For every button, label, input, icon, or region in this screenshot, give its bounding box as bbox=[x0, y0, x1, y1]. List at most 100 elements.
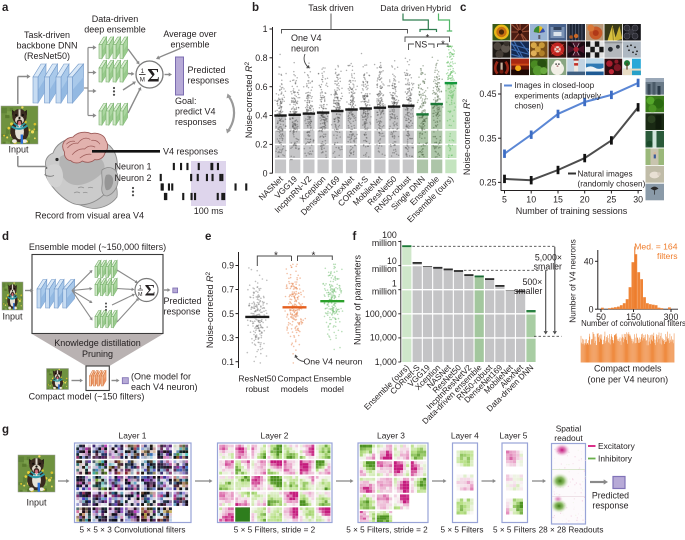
svg-text:deep ensemble: deep ensemble bbox=[84, 25, 146, 35]
svg-text:M: M bbox=[138, 292, 143, 298]
svg-text:Ensemble model (~150,000 filte: Ensemble model (~150,000 filters) bbox=[29, 242, 166, 252]
svg-text:c: c bbox=[460, 2, 467, 14]
svg-text:smaller: smaller bbox=[534, 262, 562, 272]
svg-text:model: model bbox=[321, 384, 344, 394]
svg-text:(one per V4 neuron): (one per V4 neuron) bbox=[588, 375, 669, 385]
svg-text:filters: filters bbox=[657, 251, 678, 261]
svg-text:30: 30 bbox=[633, 195, 643, 205]
svg-text:0.9: 0.9 bbox=[222, 261, 234, 271]
svg-text:million: million bbox=[372, 238, 397, 248]
svg-text:Neuron 2: Neuron 2 bbox=[114, 173, 151, 183]
svg-text:*: * bbox=[441, 39, 445, 50]
svg-text:(ResNet50): (ResNet50) bbox=[24, 51, 70, 61]
svg-text:0.5: 0.5 bbox=[222, 309, 234, 319]
svg-text:Neuron 1: Neuron 1 bbox=[114, 162, 151, 172]
svg-text:Data-driven: Data-driven bbox=[92, 14, 139, 24]
svg-text:(One model for: (One model for bbox=[131, 372, 191, 382]
svg-text:Predicted: Predicted bbox=[188, 65, 226, 75]
svg-text:Number of V4 neurons: Number of V4 neurons bbox=[568, 239, 578, 322]
svg-text:0.1: 0.1 bbox=[222, 357, 234, 367]
svg-text:V4 responses: V4 responses bbox=[163, 147, 219, 157]
svg-text:100 ms: 100 ms bbox=[194, 206, 224, 216]
svg-text:Knowledge distillation: Knowledge distillation bbox=[54, 338, 141, 348]
svg-text:Ensemble: Ensemble bbox=[313, 374, 351, 384]
svg-text:Goal:: Goal: bbox=[175, 96, 197, 106]
svg-text:b: b bbox=[252, 2, 259, 14]
svg-text:responses: responses bbox=[175, 117, 217, 127]
svg-text:ResNet50: ResNet50 bbox=[238, 374, 276, 384]
svg-text:20: 20 bbox=[580, 195, 590, 205]
svg-text:Average over: Average over bbox=[163, 29, 216, 39]
svg-text:0.8: 0.8 bbox=[255, 53, 267, 63]
svg-text:Number of parameters: Number of parameters bbox=[353, 254, 363, 345]
svg-text:Σ: Σ bbox=[145, 283, 155, 300]
svg-text:*: * bbox=[274, 251, 278, 262]
svg-text:a: a bbox=[2, 2, 9, 14]
svg-text:One V4: One V4 bbox=[291, 33, 322, 43]
svg-text:0: 0 bbox=[263, 168, 268, 178]
svg-text:e: e bbox=[205, 231, 211, 243]
svg-text:10,000: 10,000 bbox=[370, 332, 397, 342]
svg-text:Input: Input bbox=[2, 312, 23, 322]
svg-text:25: 25 bbox=[607, 195, 617, 205]
svg-text:chosen): chosen) bbox=[515, 102, 544, 111]
svg-text:Noise-corrected R2: Noise-corrected R2 bbox=[205, 272, 215, 349]
svg-text:0.2: 0.2 bbox=[255, 140, 267, 150]
svg-text:each V4 neuron): each V4 neuron) bbox=[131, 382, 198, 392]
svg-text:Layer 2: Layer 2 bbox=[261, 431, 289, 441]
svg-text:0.35: 0.35 bbox=[479, 133, 496, 143]
svg-text:Compact models: Compact models bbox=[594, 364, 662, 374]
svg-text:0.25: 0.25 bbox=[479, 178, 496, 188]
svg-text:0.45: 0.45 bbox=[479, 89, 496, 99]
svg-text:40: 40 bbox=[584, 256, 594, 266]
svg-text:smaller: smaller bbox=[514, 286, 542, 296]
svg-text:predict V4: predict V4 bbox=[175, 107, 216, 117]
svg-text:NS: NS bbox=[415, 40, 428, 50]
svg-text:Med. = 164: Med. = 164 bbox=[634, 242, 677, 252]
svg-text:million: million bbox=[372, 287, 397, 297]
svg-text:Predicted: Predicted bbox=[164, 296, 202, 306]
svg-text:experiments (adaptively: experiments (adaptively bbox=[515, 91, 602, 100]
svg-text:Input: Input bbox=[26, 498, 47, 508]
svg-text:response: response bbox=[164, 307, 201, 317]
svg-text:15: 15 bbox=[553, 195, 563, 205]
svg-text:models: models bbox=[281, 384, 308, 394]
svg-text:*: * bbox=[311, 251, 315, 262]
svg-text:Noise-corrected R2: Noise-corrected R2 bbox=[462, 99, 472, 176]
svg-text:1: 1 bbox=[141, 68, 145, 75]
svg-text:responses: responses bbox=[188, 76, 230, 86]
svg-text:0: 0 bbox=[589, 304, 594, 314]
svg-text:1: 1 bbox=[263, 24, 268, 34]
svg-text:1,000: 1,000 bbox=[375, 357, 397, 367]
svg-text:0.7: 0.7 bbox=[222, 285, 234, 295]
svg-text:Σ: Σ bbox=[147, 66, 159, 87]
svg-text:Record from visual area V4: Record from visual area V4 bbox=[35, 211, 144, 221]
svg-text:(randomly chosen): (randomly chosen) bbox=[578, 180, 646, 189]
svg-text:Data driven: Data driven bbox=[380, 3, 425, 13]
svg-text:Natural images: Natural images bbox=[578, 170, 633, 179]
svg-text:0.6: 0.6 bbox=[255, 82, 267, 92]
svg-text:Noise-corrected R2: Noise-corrected R2 bbox=[244, 62, 254, 139]
svg-text:Compact: Compact bbox=[277, 374, 312, 384]
svg-text:Input: Input bbox=[8, 145, 29, 155]
svg-text:ensemble: ensemble bbox=[170, 40, 209, 50]
svg-text:0.3: 0.3 bbox=[222, 333, 234, 343]
svg-text:robust: robust bbox=[245, 384, 269, 394]
svg-text:5 × 5 × 3 Convolutional filter: 5 × 5 × 3 Convolutional filters bbox=[79, 526, 185, 535]
svg-text:Number of training sessions: Number of training sessions bbox=[516, 206, 628, 216]
svg-text:5: 5 bbox=[502, 195, 507, 205]
svg-text:Layer 1: Layer 1 bbox=[119, 431, 147, 441]
svg-text:f: f bbox=[353, 231, 357, 243]
svg-text:million: million bbox=[372, 264, 397, 274]
svg-text:0.4: 0.4 bbox=[255, 111, 267, 121]
svg-text:neuron: neuron bbox=[291, 44, 319, 54]
svg-text:Compact model (~150 filters): Compact model (~150 filters) bbox=[29, 392, 145, 402]
svg-text:One V4 neuron: One V4 neuron bbox=[304, 357, 363, 367]
svg-text:Number of convolutional filter: Number of convolutional filters bbox=[581, 319, 685, 328]
svg-text:10: 10 bbox=[526, 195, 536, 205]
svg-text:d: d bbox=[2, 231, 9, 243]
svg-text:Pruning: Pruning bbox=[82, 349, 113, 359]
svg-text:Task-driven: Task-driven bbox=[24, 30, 70, 40]
svg-text:backbone DNN: backbone DNN bbox=[16, 41, 77, 51]
svg-text:Images in closed-loop: Images in closed-loop bbox=[515, 81, 595, 90]
